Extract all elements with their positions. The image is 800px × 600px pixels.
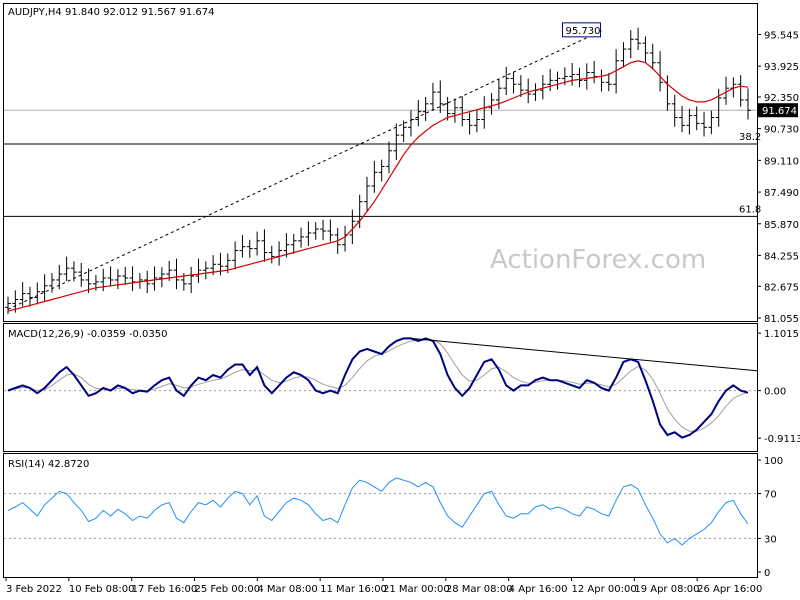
- x-tick-label: 4 Apr 16:00: [509, 584, 568, 595]
- fib-levels: 38.2 61.8: [4, 132, 761, 217]
- rsi-line-path: [7, 477, 749, 546]
- rsi-tick-label: 100: [764, 456, 783, 467]
- macd-main-line: [7, 337, 749, 439]
- macd-signal-line: [7, 339, 749, 432]
- price-panel-frame: [3, 3, 758, 322]
- x-tick-label: 3 Feb 2022: [6, 584, 62, 595]
- price-tick-label: 85.870: [764, 220, 799, 231]
- x-tick-label: 11 Mar 16:00: [320, 584, 387, 595]
- price-tick-label: 81.055: [764, 314, 799, 325]
- macd-lines: [4, 337, 758, 439]
- peak-label: 95.730: [565, 26, 600, 37]
- last-price-label: 91.674: [762, 106, 797, 117]
- price-bars: [5, 27, 751, 315]
- moving-average-line: [7, 60, 749, 312]
- rsi-tick-label: 30: [764, 534, 777, 545]
- macd-y-ticks: 1.1015 0.00 -0.9113: [757, 329, 800, 445]
- rsi-tick-label: 70: [764, 490, 777, 501]
- rsi-line: [4, 477, 757, 546]
- x-tick-label: 4 Mar 08:00: [257, 584, 317, 595]
- x-tick-label: 17 Feb 16:00: [132, 584, 198, 595]
- price-tick-label: 93.925: [764, 62, 799, 73]
- price-tick-label: 92.350: [764, 93, 799, 104]
- macd-panel-title: MACD(12,26,9) -0.0359 -0.0350: [8, 329, 168, 340]
- x-tick-label: 28 Mar 08:00: [446, 584, 513, 595]
- price-tick-label: 89.110: [764, 156, 799, 167]
- price-tick-label: 82.675: [764, 282, 799, 293]
- x-tick-label: 12 Apr 00:00: [572, 584, 637, 595]
- price-panel-title: AUDJPY,H4 91.840 92.012 91.567 91.674: [8, 7, 214, 18]
- x-tick-label: 26 Apr 16:00: [697, 584, 762, 595]
- fib-label: 38.2: [739, 132, 761, 143]
- x-tick-label: 10 Feb 08:00: [69, 584, 135, 595]
- rsi-panel-frame: [3, 453, 758, 578]
- rsi-tick-label: 0: [764, 568, 770, 579]
- x-tick-label: 25 Feb 00:00: [195, 584, 261, 595]
- macd-tick-label: 1.1015: [764, 329, 799, 340]
- x-tick-label: 19 Apr 08:00: [634, 584, 699, 595]
- last-price-tag: [758, 103, 798, 118]
- macd-panel-frame: [3, 323, 758, 452]
- rsi-y-ticks: 100 70 30 0: [757, 456, 783, 579]
- price-trendline-segment: [7, 30, 602, 310]
- macd-tick-label: -0.9113: [764, 434, 800, 445]
- macd-tick-label: 0.00: [764, 387, 786, 398]
- price-tick-label: 84.255: [764, 251, 799, 262]
- price-markers: 95.730 91.674: [561, 22, 798, 118]
- moving-average: [7, 60, 749, 312]
- watermark: ActionForex.com: [490, 245, 706, 275]
- price-trendline: [7, 30, 602, 310]
- fib-label: 61.8: [739, 204, 761, 215]
- price-tick-label: 90.730: [764, 125, 799, 136]
- price-tick-label: 95.545: [764, 30, 799, 41]
- price-tick-label: 87.490: [764, 188, 799, 199]
- price-y-ticks: 95.545 93.925 92.350 90.730 89.110 87.490 85.8…: [757, 30, 799, 325]
- macd-trendline: [410, 337, 758, 372]
- x-tick-label: 21 Mar 00:00: [383, 584, 450, 595]
- peak-label-box: [561, 22, 601, 38]
- rsi-panel-title: RSI(14) 42.8720: [8, 459, 89, 470]
